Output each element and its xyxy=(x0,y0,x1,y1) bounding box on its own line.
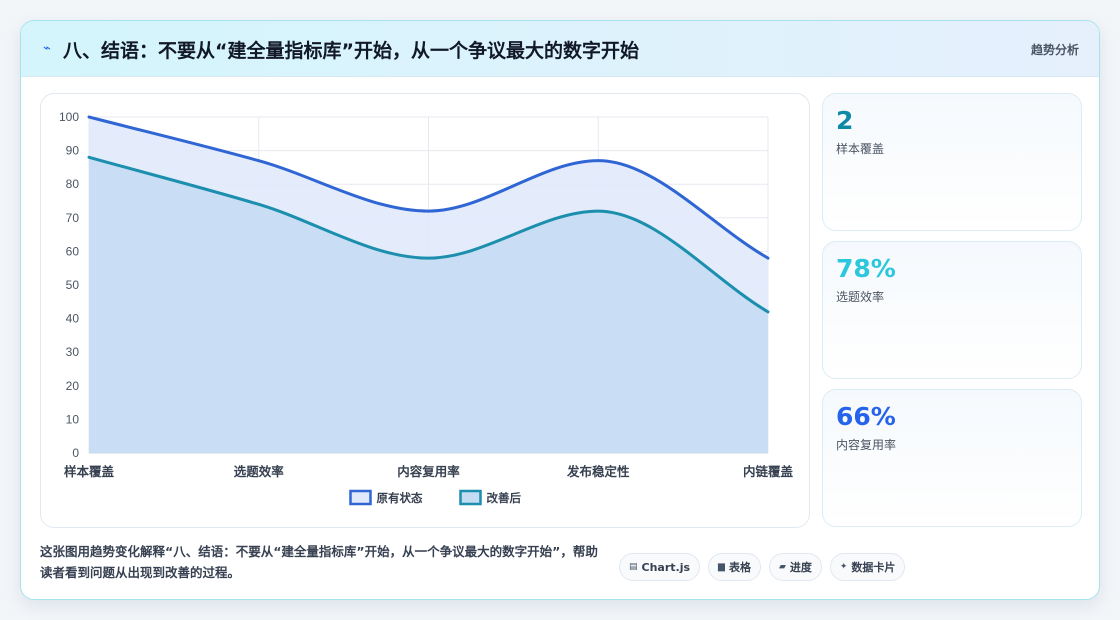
legend-swatch xyxy=(459,489,482,506)
y-tick-label: 100 xyxy=(59,110,79,124)
y-tick-label: 10 xyxy=(66,412,80,426)
stat-card-1: 2 样本覆盖 xyxy=(822,93,1082,231)
chip-table[interactable]: ▆ 表格 xyxy=(708,553,761,581)
legend-label: 改善后 xyxy=(487,491,522,505)
series-line-1 xyxy=(87,115,770,260)
stat-label: 样本覆盖 xyxy=(836,142,885,156)
stat-card-3: 66% 内容复用率 xyxy=(822,389,1082,527)
series-area-2 xyxy=(89,157,768,453)
stat-value: 2 xyxy=(836,106,854,135)
chip-chartjs[interactable]: ▤ Chart.js xyxy=(619,553,701,581)
y-tick-label: 90 xyxy=(66,144,80,158)
x-tick-label: 内容复用率 xyxy=(397,464,460,479)
x-tick-label: 样本覆盖 xyxy=(64,464,115,479)
y-tick-label: 80 xyxy=(66,177,80,191)
chip-label: 进度 xyxy=(789,561,812,574)
chart-icon: ▤ xyxy=(629,562,638,572)
y-tick-label: 60 xyxy=(66,244,80,258)
chip-label: Chart.js xyxy=(641,560,691,574)
y-tick-label: 40 xyxy=(66,312,80,326)
legend-label: 原有状态 xyxy=(377,491,423,505)
y-tick-label: 30 xyxy=(66,345,80,359)
chip-row: ▤ Chart.js ▆ 表格 ▰ 进度 ✦ 数据卡片 xyxy=(619,553,906,581)
stat-value: 66% xyxy=(836,402,896,431)
card-header: ⌁ 八、结语：不要从“建全量指标库”开始，从一个争议最大的数字开始 趋势分析 xyxy=(21,21,1099,77)
chip-progress[interactable]: ▰ 进度 xyxy=(768,553,822,581)
y-tick-label: 70 xyxy=(66,211,80,225)
chip-label: 数据卡片 xyxy=(851,561,896,574)
trend-card: ⌁ 八、结语：不要从“建全量指标库”开始，从一个争议最大的数字开始 趋势分析 0… xyxy=(20,20,1100,600)
legend-swatch xyxy=(349,489,372,506)
chip-data-card[interactable]: ✦ 数据卡片 xyxy=(829,553,906,581)
chart-caption: 这张图用趋势变化解释“八、结语：不要从“建全量指标库”开始，从一个争议最大的数字… xyxy=(40,544,598,580)
stat-label: 内容复用率 xyxy=(836,438,897,452)
x-tick-label: 选题效率 xyxy=(234,464,285,479)
stat-card-2: 78% 选题效率 xyxy=(822,241,1082,379)
table-icon: ▆ xyxy=(718,562,725,572)
progress-icon: ▰ xyxy=(778,562,786,572)
y-tick-label: 0 xyxy=(72,446,79,460)
sparkle-icon: ✦ xyxy=(839,562,848,572)
x-tick-label: 发布稳定性 xyxy=(566,464,630,479)
chip-label: 表格 xyxy=(728,561,751,574)
chart-panel: 0 10 20 30 40 50 60 70 80 90 100 样本覆盖 选题效率 内容复用率 发布稳定性… xyxy=(40,93,810,528)
area-chart: 0 10 20 30 40 50 60 70 80 90 100 样本覆盖 选题效率 内容复用率 发布稳定性… xyxy=(59,110,794,506)
stat-label: 选题效率 xyxy=(836,290,885,304)
page-title: 八、结语：不要从“建全量指标库”开始，从一个争议最大的数字开始 xyxy=(63,40,639,62)
header-tag: 趋势分析 xyxy=(1030,43,1079,57)
y-tick-label: 20 xyxy=(66,379,80,393)
trend-icon: ⌁ xyxy=(43,41,51,56)
x-tick-label: 内链覆盖 xyxy=(743,464,794,479)
y-tick-label: 50 xyxy=(66,278,80,292)
series-line-2 xyxy=(87,155,770,314)
stat-value: 78% xyxy=(836,254,896,283)
